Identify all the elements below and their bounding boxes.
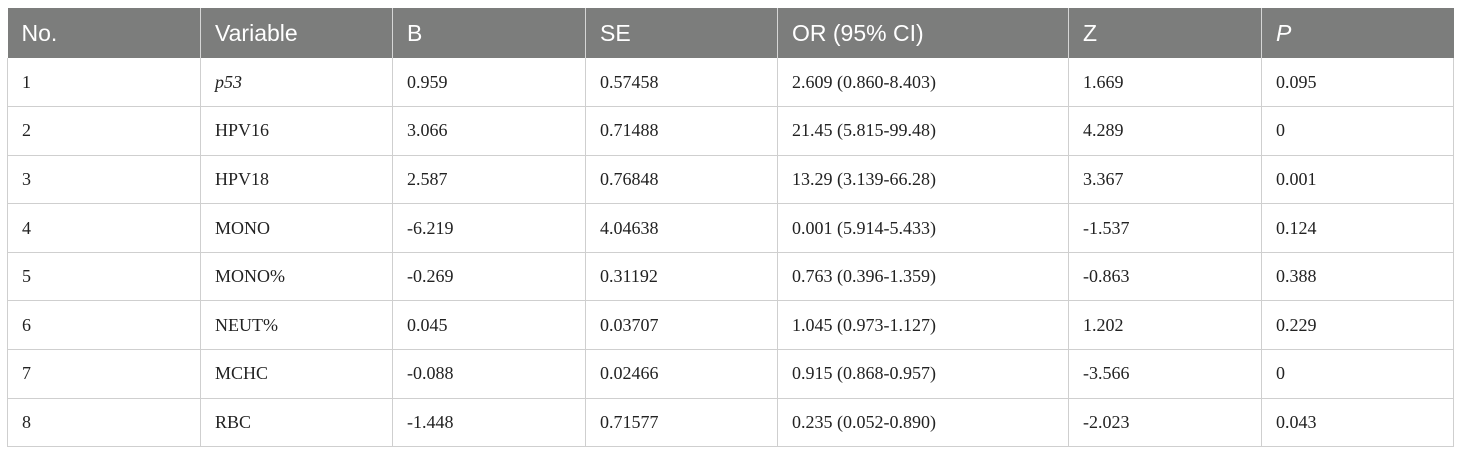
cell-se: 0.02466 [585, 349, 778, 399]
table-row: 6 NEUT% 0.045 0.03707 1.045 (0.973-1.127… [7, 300, 1454, 351]
cell-z: -1.537 [1068, 203, 1262, 253]
cell-p: 0.095 [1261, 58, 1454, 108]
cell-b: 0.959 [392, 58, 586, 108]
cell-se: 0.76848 [585, 155, 778, 205]
cell-or-ci: 0.763 (0.396-1.359) [777, 252, 1069, 302]
table-row: 4 MONO -6.219 4.04638 0.001 (5.914-5.433… [7, 203, 1454, 253]
cell-no: 3 [7, 155, 201, 205]
header-variable: Variable [200, 8, 393, 58]
table-row: 5 MONO% -0.269 0.31192 0.763 (0.396-1.35… [7, 252, 1454, 302]
cell-variable: p53 [200, 58, 393, 108]
cell-or-ci: 0.915 (0.868-0.957) [777, 349, 1069, 399]
cell-b: -1.448 [392, 398, 586, 448]
cell-p: 0.124 [1261, 203, 1454, 253]
cell-no: 5 [7, 252, 201, 302]
cell-or-ci: 13.29 (3.139-66.28) [777, 155, 1069, 205]
cell-z: -2.023 [1068, 398, 1262, 448]
cell-b: -0.088 [392, 349, 586, 399]
cell-p: 0.043 [1261, 398, 1454, 448]
cell-variable: MONO [200, 203, 393, 253]
cell-p: 0.388 [1261, 252, 1454, 302]
cell-p: 0.001 [1261, 155, 1454, 205]
table-row: 7 MCHC -0.088 0.02466 0.915 (0.868-0.957… [7, 349, 1454, 399]
table-header: No. Variable B SE OR (95% CI) Z P [7, 8, 1454, 58]
cell-p: 0 [1261, 349, 1454, 399]
cell-or-ci: 1.045 (0.973-1.127) [777, 300, 1069, 351]
cell-b: 2.587 [392, 155, 586, 205]
cell-b: -6.219 [392, 203, 586, 253]
cell-se: 0.03707 [585, 300, 778, 351]
header-row: No. Variable B SE OR (95% CI) Z P [7, 8, 1454, 58]
table-row: 3 HPV18 2.587 0.76848 13.29 (3.139-66.28… [7, 155, 1454, 205]
cell-p: 0 [1261, 106, 1454, 156]
header-p: P [1261, 8, 1454, 58]
header-or-ci: OR (95% CI) [777, 8, 1069, 58]
cell-se: 0.57458 [585, 58, 778, 108]
cell-se: 0.71577 [585, 398, 778, 448]
cell-z: 4.289 [1068, 106, 1262, 156]
cell-or-ci: 0.235 (0.052-0.890) [777, 398, 1069, 448]
cell-b: -0.269 [392, 252, 586, 302]
cell-variable: MONO% [200, 252, 393, 302]
cell-no: 6 [7, 300, 201, 351]
cell-variable: NEUT% [200, 300, 393, 351]
cell-no: 7 [7, 349, 201, 399]
header-no: No. [7, 8, 201, 58]
cell-or-ci: 0.001 (5.914-5.433) [777, 203, 1069, 253]
cell-z: -3.566 [1068, 349, 1262, 399]
table-body: 1 p53 0.959 0.57458 2.609 (0.860-8.403) … [7, 58, 1454, 448]
cell-b: 0.045 [392, 300, 586, 351]
cell-no: 8 [7, 398, 201, 448]
cell-z: 3.367 [1068, 155, 1262, 205]
cell-variable: MCHC [200, 349, 393, 399]
cell-se: 0.31192 [585, 252, 778, 302]
table-row: 1 p53 0.959 0.57458 2.609 (0.860-8.403) … [7, 58, 1454, 108]
header-se: SE [585, 8, 778, 58]
cell-no: 1 [7, 58, 201, 108]
cell-b: 3.066 [392, 106, 586, 156]
table-row: 8 RBC -1.448 0.71577 0.235 (0.052-0.890)… [7, 398, 1454, 448]
header-z: Z [1068, 8, 1262, 58]
cell-z: 1.669 [1068, 58, 1262, 108]
cell-or-ci: 21.45 (5.815-99.48) [777, 106, 1069, 156]
cell-se: 0.71488 [585, 106, 778, 156]
table-row: 2 HPV16 3.066 0.71488 21.45 (5.815-99.48… [7, 106, 1454, 156]
cell-z: 1.202 [1068, 300, 1262, 351]
cell-no: 2 [7, 106, 201, 156]
cell-variable: RBC [200, 398, 393, 448]
cell-variable: HPV18 [200, 155, 393, 205]
cell-or-ci: 2.609 (0.860-8.403) [777, 58, 1069, 108]
cell-no: 4 [7, 203, 201, 253]
cell-p: 0.229 [1261, 300, 1454, 351]
header-b: B [392, 8, 586, 58]
cell-z: -0.863 [1068, 252, 1262, 302]
cell-variable: HPV16 [200, 106, 393, 156]
cell-se: 4.04638 [585, 203, 778, 253]
results-table: No. Variable B SE OR (95% CI) Z P 1 p53 … [7, 8, 1454, 448]
